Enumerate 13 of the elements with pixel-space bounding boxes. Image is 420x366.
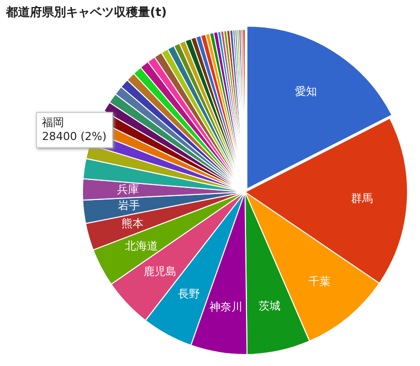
slice-label: 長野 [178,288,200,301]
slice-label: 岩手 [118,199,140,212]
slice-label: 神奈川 [209,300,242,314]
slice-label: 茨城 [258,299,280,312]
slice-label: 兵庫 [117,183,140,196]
slice-label: 北海道 [124,239,158,252]
slice-label: 愛知 [295,85,318,98]
chart-title: 都道府県別キャベツ収穫量(t) [6,4,167,21]
slice-label: 熊本 [122,217,144,230]
slice-label: 鹿児島 [143,265,176,278]
slice-label: 千葉 [308,275,331,288]
text: 福岡 28400 (2%) [36,112,113,148]
slice-label: 群馬 [350,192,373,206]
